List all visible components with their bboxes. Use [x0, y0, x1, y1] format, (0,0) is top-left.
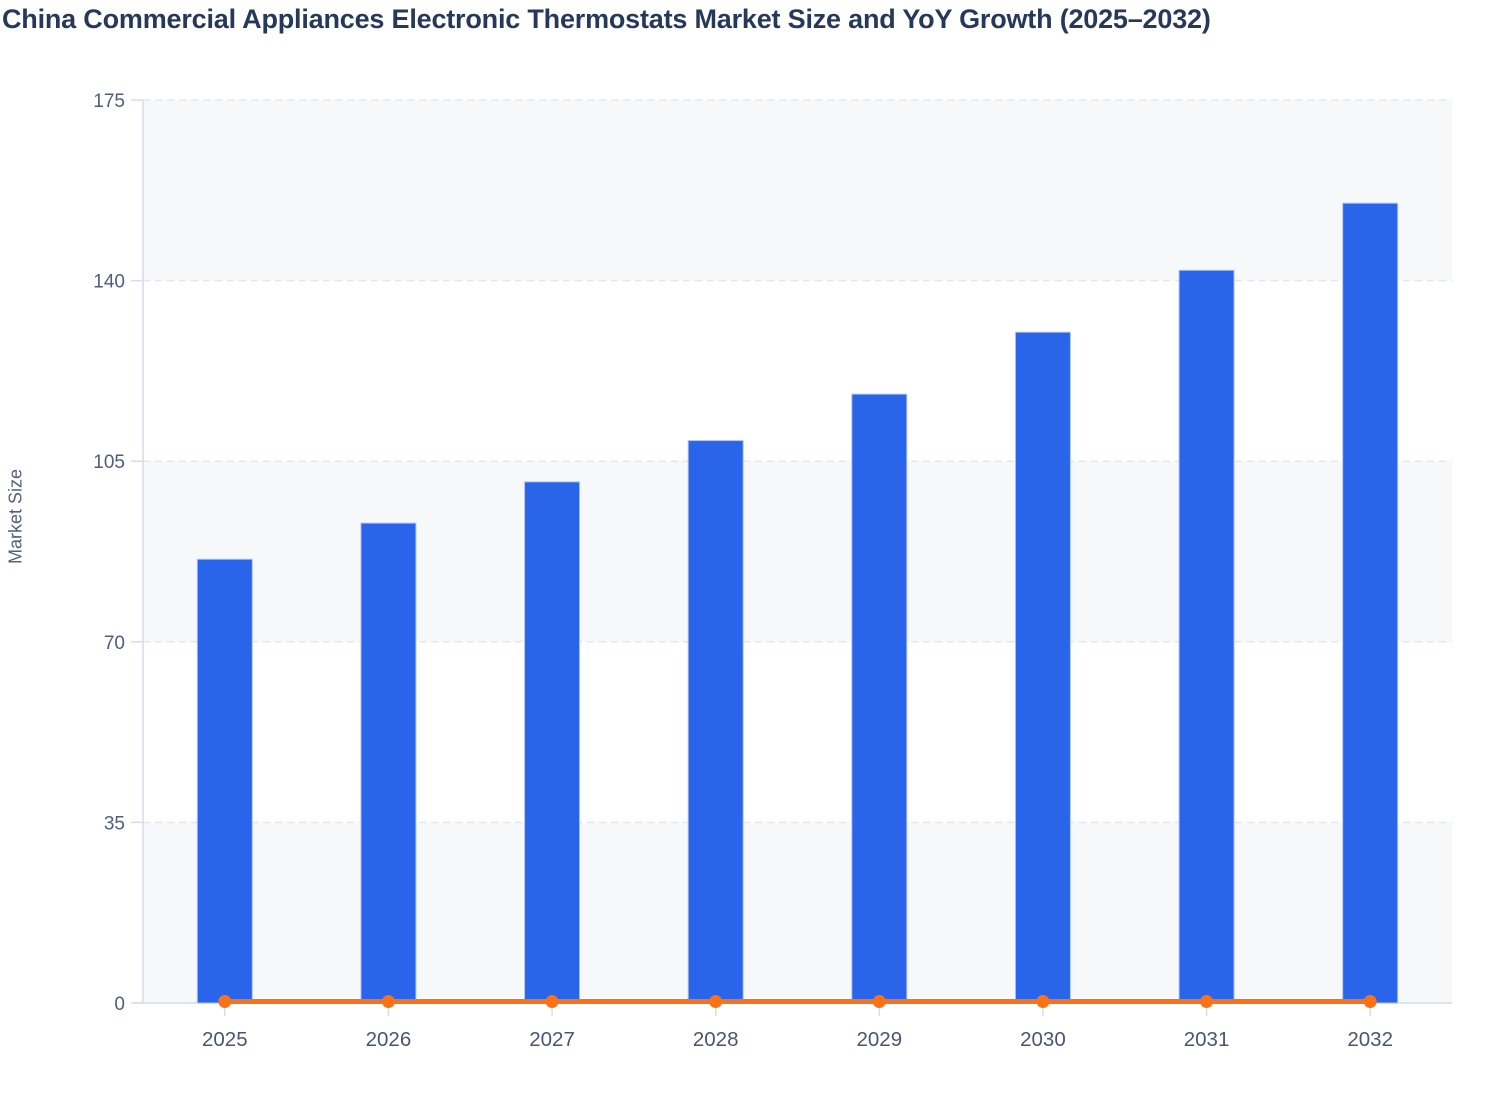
bar-2028[interactable]	[687, 440, 744, 1004]
x-tick-label-2028: 2028	[693, 1028, 739, 1051]
bar-2026[interactable]	[360, 522, 417, 1004]
x-tick-label-2030: 2030	[1020, 1028, 1066, 1051]
yoy-marker-2026[interactable]	[381, 995, 395, 1008]
yoy-marker-2025[interactable]	[218, 995, 232, 1008]
plot-band	[143, 100, 1452, 281]
bar-2032[interactable]	[1342, 202, 1399, 1004]
x-tick-label-2026: 2026	[366, 1028, 412, 1051]
yoy-marker-2030[interactable]	[1036, 995, 1050, 1008]
plot-band	[143, 461, 1452, 642]
yoy-marker-2027[interactable]	[545, 995, 559, 1008]
bar-2027[interactable]	[524, 481, 581, 1004]
plot-band	[143, 822, 1452, 1003]
x-tick-label-2029: 2029	[857, 1028, 903, 1051]
chart-title: China Commercial Appliances Electronic T…	[2, 4, 1211, 34]
yoy-marker-2032[interactable]	[1363, 995, 1377, 1008]
y-tick-label-105: 105	[93, 452, 125, 473]
x-tick-label-2025: 2025	[202, 1028, 248, 1051]
bar-2031[interactable]	[1178, 269, 1235, 1004]
yoy-marker-2029[interactable]	[872, 995, 886, 1008]
x-tick-label-2027: 2027	[529, 1028, 575, 1051]
bar-2030[interactable]	[1014, 331, 1071, 1004]
y-tick-label-140: 140	[93, 272, 125, 293]
y-tick-label-0: 0	[114, 994, 125, 1015]
x-tick-label-2032: 2032	[1347, 1028, 1393, 1051]
x-tick-label-2031: 2031	[1184, 1028, 1230, 1051]
yoy-marker-2031[interactable]	[1200, 995, 1214, 1008]
bar-2025[interactable]	[196, 558, 253, 1004]
y-tick-label-175: 175	[93, 91, 125, 112]
y-tick-label-70: 70	[104, 633, 125, 654]
bar-2029[interactable]	[851, 393, 908, 1004]
yoy-marker-2028[interactable]	[709, 995, 723, 1008]
y-tick-label-35: 35	[104, 813, 125, 834]
